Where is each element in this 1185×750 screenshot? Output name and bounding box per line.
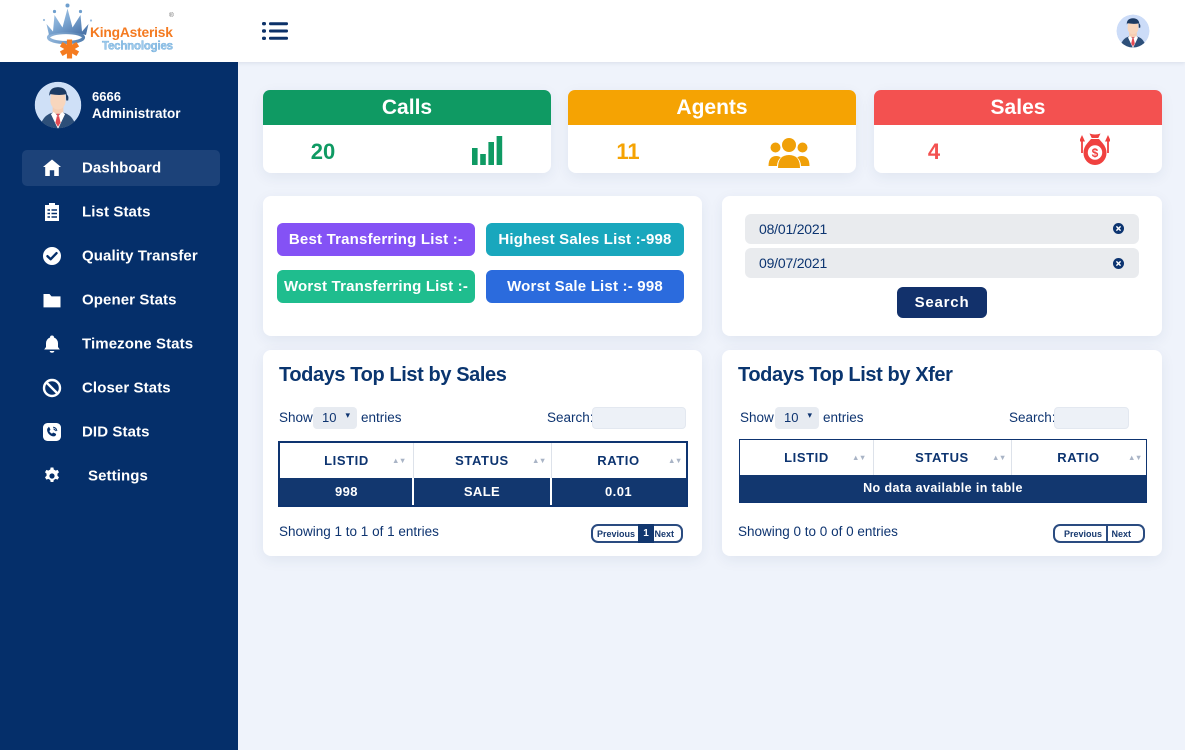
svg-text:KingAsterisk: KingAsterisk — [90, 25, 173, 40]
svg-text:Technologies: Technologies — [102, 41, 173, 53]
svg-text:®: ® — [169, 11, 174, 19]
svg-text:$: $ — [1092, 146, 1099, 160]
